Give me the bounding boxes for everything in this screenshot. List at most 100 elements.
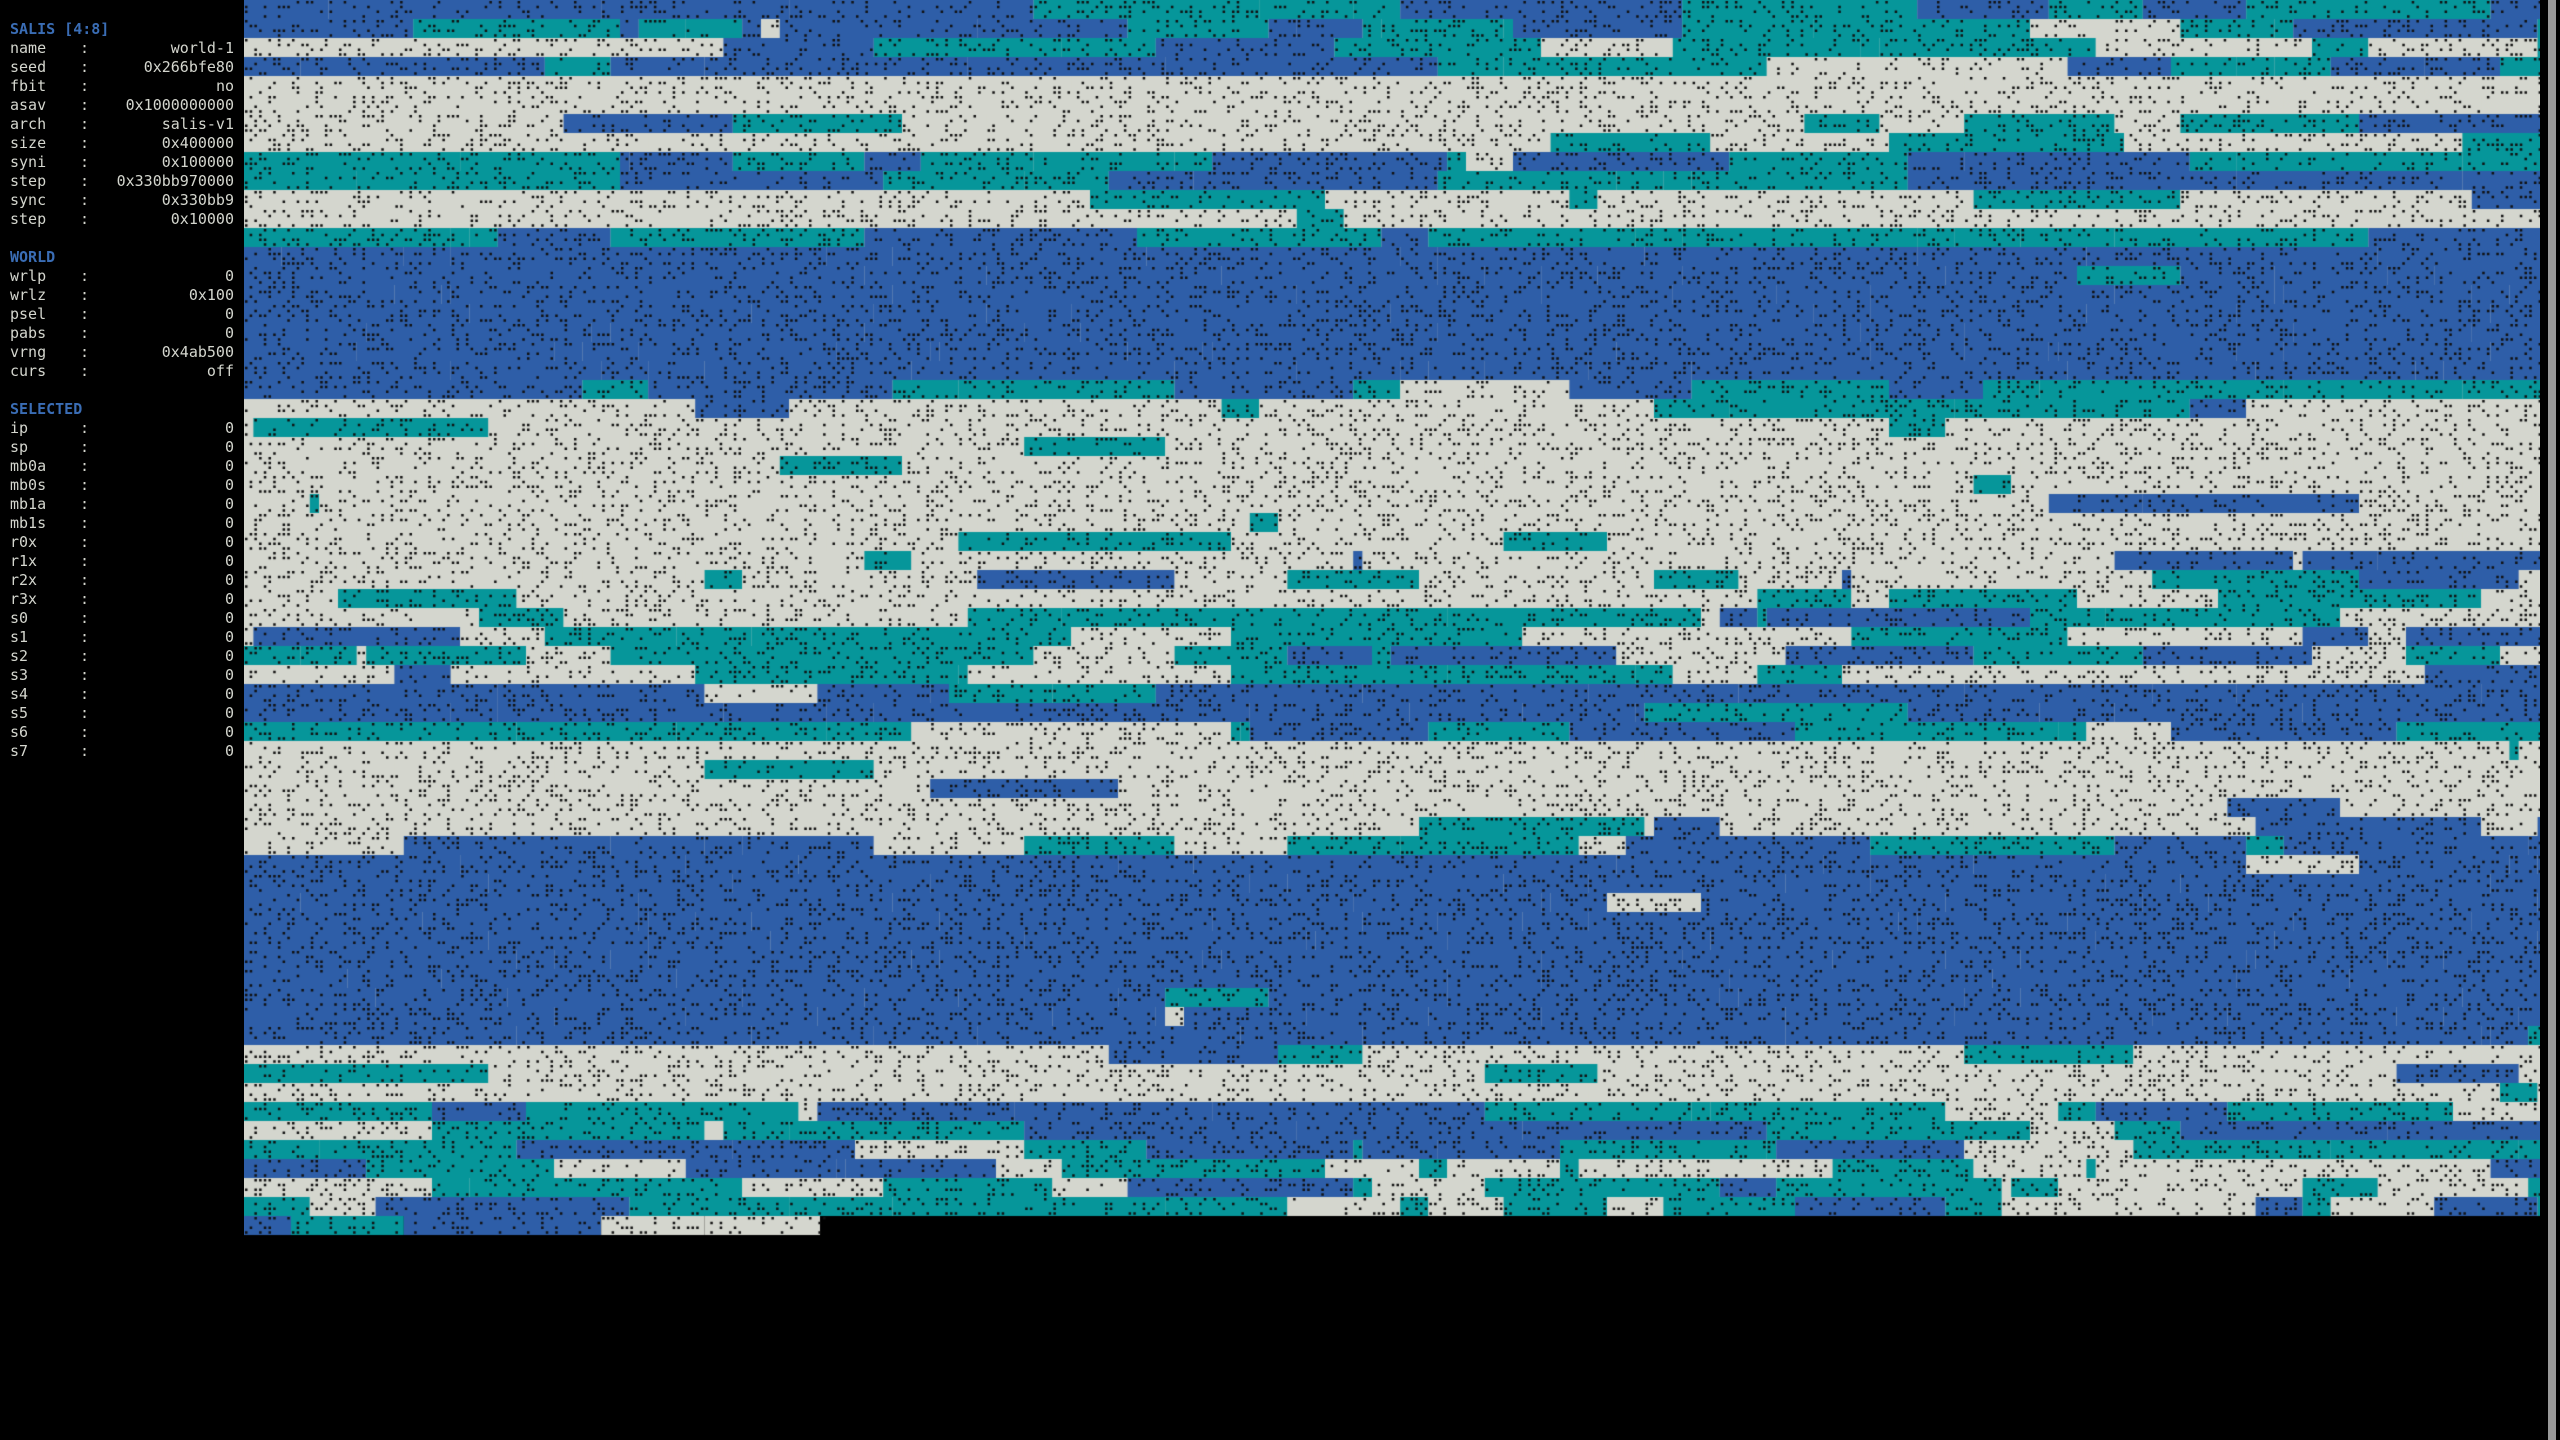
field-s1: s1: 0 (10, 628, 234, 647)
field-value: 0x1000000000 (125, 96, 234, 114)
field-value: 0 (224, 685, 234, 703)
field-key: s0 (10, 609, 29, 627)
field-value: 0 (224, 647, 234, 665)
field-key: size (10, 134, 47, 152)
field-separator: : (80, 96, 90, 114)
field-step: step: 0x330bb970000 (10, 172, 234, 191)
field-vrng: vrng: 0x4ab500 (10, 343, 234, 362)
field-curs: curs: off (10, 362, 234, 381)
field-separator: : (80, 153, 90, 171)
field-separator: : (80, 533, 90, 551)
field-key: sp (10, 438, 29, 456)
field-sync: sync: 0x330bb9 (10, 191, 234, 210)
field-separator: : (80, 286, 90, 304)
field-s5: s5: 0 (10, 704, 234, 723)
field-separator: : (80, 191, 90, 209)
field-value: 0 (224, 457, 234, 475)
field-value: 0 (224, 609, 234, 627)
field-key: ip (10, 419, 29, 437)
field-value: 0 (224, 495, 234, 513)
field-key: wrlz (10, 286, 47, 304)
field-separator: : (80, 343, 90, 361)
field-value: 0 (224, 514, 234, 532)
field-key: s1 (10, 628, 29, 646)
info-sidebar: SALIS [4:8] name: world-1 seed:0x266bfe80 f… (0, 0, 244, 1440)
field-separator: : (80, 438, 90, 456)
field-value: 0 (224, 552, 234, 570)
field-value: 0 (224, 704, 234, 722)
field-key: vrng (10, 343, 47, 361)
field-mb0s: mb0s: 0 (10, 476, 234, 495)
field-value: no (215, 77, 234, 95)
field-key: s3 (10, 666, 29, 684)
field-ip: ip: 0 (10, 419, 234, 438)
field-key: fbit (10, 77, 47, 95)
field-mb1s: mb1s: 0 (10, 514, 234, 533)
field-value: salis-v1 (161, 115, 234, 133)
field-value: 0 (224, 438, 234, 456)
field-separator: : (80, 666, 90, 684)
field-key: mb1a (10, 495, 47, 513)
field-value: 0x10000 (170, 210, 234, 228)
field-value: 0 (224, 476, 234, 494)
field-key: sync (10, 191, 47, 209)
field-key: pabs (10, 324, 47, 342)
field-r0x: r0x: 0 (10, 533, 234, 552)
field-key: mb0s (10, 476, 47, 494)
field-separator: : (80, 685, 90, 703)
field-key: r1x (10, 552, 38, 570)
field-separator: : (80, 419, 90, 437)
field-key: s7 (10, 742, 29, 760)
field-separator: : (80, 628, 90, 646)
field-key: seed (10, 58, 47, 76)
field-s2: s2: 0 (10, 647, 234, 666)
field-key: asav (10, 96, 47, 114)
world-heading: WORLD (10, 248, 56, 266)
field-value: 0 (224, 742, 234, 760)
field-separator: : (80, 267, 90, 285)
field-syni: syni: 0x100000 (10, 153, 234, 172)
field-value: 0 (224, 533, 234, 551)
field-sp: sp: 0 (10, 438, 234, 457)
salis-heading: SALIS [4:8] (10, 20, 110, 38)
field-asav: asav: 0x1000000000 (10, 96, 234, 115)
field-key: wrlp (10, 267, 47, 285)
field-key: psel (10, 305, 47, 323)
field-seed: seed: 0x266bfe80 (10, 58, 234, 77)
world-memory-map[interactable] (244, 0, 2540, 1240)
field-r1x: r1x: 0 (10, 552, 234, 571)
field-separator: : (80, 514, 90, 532)
field-r2x: r2x: 0 (10, 571, 234, 590)
field-separator: : (80, 58, 90, 76)
field-key: s6 (10, 723, 29, 741)
field-wrlp: wrlp: 0 (10, 267, 234, 286)
field-key: s2 (10, 647, 29, 665)
field-value: 0x4ab500 (161, 343, 234, 361)
field-separator: : (80, 457, 90, 475)
field-size: size: 0x400000 (10, 134, 234, 153)
field-s3: s3: 0 (10, 666, 234, 685)
field-separator: : (80, 571, 90, 589)
field-mb1a: mb1a: 0 (10, 495, 234, 514)
field-r3x: r3x: 0 (10, 590, 234, 609)
selected-heading: SELECTED (10, 400, 83, 418)
field-arch: arch: salis-v1 (10, 115, 234, 134)
field-value: off (206, 362, 234, 380)
field-value: 0x330bb9 (161, 191, 234, 209)
field-value: 0 (224, 571, 234, 589)
field-separator: : (80, 324, 90, 342)
field-key: s5 (10, 704, 29, 722)
field-value: 0x400000 (161, 134, 234, 152)
field-key: curs (10, 362, 47, 380)
field-pabs: pabs: 0 (10, 324, 234, 343)
field-separator: : (80, 647, 90, 665)
field-value: 0 (224, 628, 234, 646)
scrollbar[interactable] (2548, 0, 2556, 1440)
field-separator: : (80, 590, 90, 608)
field-key: mb0a (10, 457, 47, 475)
field-s4: s4: 0 (10, 685, 234, 704)
field-separator: : (80, 115, 90, 133)
field-s6: s6: 0 (10, 723, 234, 742)
field-key: mb1s (10, 514, 47, 532)
field-psel: psel: 0 (10, 305, 234, 324)
